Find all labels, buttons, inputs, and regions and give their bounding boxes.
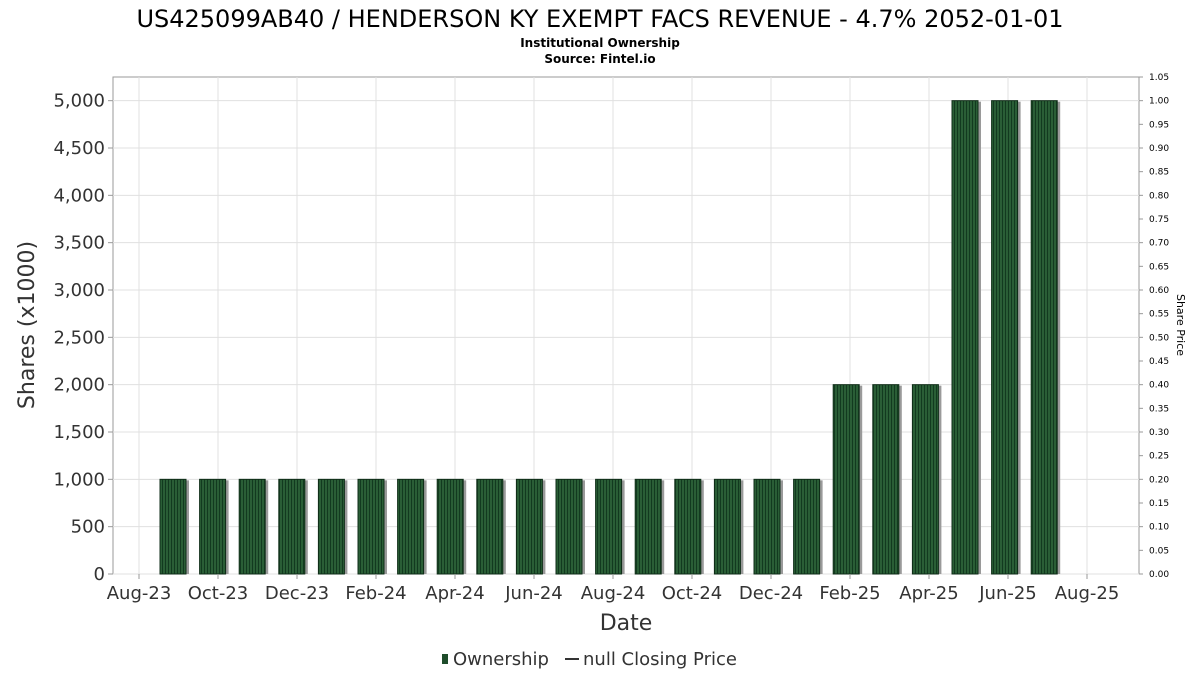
x-tick-label: Jun-25 (978, 583, 1037, 604)
y2-tick-label: 0.40 (1149, 381, 1169, 391)
ownership-bar (713, 478, 741, 575)
ownership-bar (397, 478, 425, 575)
chart-subtitle: Institutional Ownership (520, 36, 680, 50)
ownership-bar (793, 478, 821, 575)
y2-tick-label: 0.70 (1149, 239, 1169, 249)
ownership-bar (278, 478, 306, 575)
y2-tick-label: 0.10 (1149, 523, 1169, 533)
ownership-bar (317, 478, 345, 575)
ownership-bar (1030, 100, 1058, 575)
bars (159, 100, 1061, 575)
y2-tick-label: 0.90 (1149, 144, 1169, 154)
y2-tick-label: 0.00 (1149, 570, 1169, 580)
x-tick-label: Jun-24 (504, 583, 563, 604)
y2-tick-label: 0.30 (1149, 428, 1169, 438)
x-tick-label: Aug-25 (1055, 583, 1120, 604)
x-tick-label: Dec-24 (739, 583, 803, 604)
x-tick-label: Dec-23 (265, 583, 329, 604)
y2-tick-label: 0.80 (1149, 191, 1169, 201)
ownership-bar (991, 100, 1019, 575)
x-tick-label: Apr-24 (425, 583, 484, 604)
ownership-bar (832, 384, 860, 575)
y-axis-title: Shares (x1000) (15, 241, 40, 409)
chart-source: Source: Fintel.io (544, 52, 655, 66)
x-tick-label: Apr-25 (899, 583, 958, 604)
y2-axis-ticks: 0.00 0.05 0.10 0.15 0.20 0.25 0.30 0.35 0.40 0.45… (1139, 73, 1169, 580)
ownership-bar (872, 384, 900, 575)
x-tick-label: Oct-23 (188, 583, 249, 604)
chart-title: US425099AB40 / HENDERSON KY EXEMPT FACS … (136, 5, 1063, 33)
ownership-bar (238, 478, 266, 575)
ownership-bar (674, 478, 702, 575)
x-tick-label: Oct-24 (662, 583, 723, 604)
x-axis-title: Date (600, 611, 653, 636)
y2-tick-label: 0.50 (1149, 333, 1169, 343)
y2-axis-title: Share Price (1174, 294, 1187, 356)
legend: Ownership null Closing Price (442, 649, 737, 670)
ownership-bar (555, 478, 583, 575)
y-tick-label: 4,500 (53, 138, 105, 159)
y-tick-label: 500 (71, 517, 105, 538)
x-tick-label: Feb-24 (345, 583, 406, 604)
legend-ownership-label: Ownership (453, 649, 549, 670)
ownership-bar (159, 478, 187, 575)
y2-tick-label: 0.60 (1149, 286, 1169, 296)
y-tick-label: 1,500 (53, 422, 105, 443)
y-tick-label: 4,000 (53, 185, 105, 206)
ownership-bar (911, 384, 939, 575)
ownership-bar (753, 478, 781, 575)
ownership-bar (476, 478, 504, 575)
y2-tick-label: 0.15 (1149, 499, 1169, 509)
y2-tick-label: 0.20 (1149, 475, 1169, 485)
y2-tick-label: 0.05 (1149, 546, 1169, 556)
y-tick-label: 1,000 (53, 469, 105, 490)
ownership-bar (595, 478, 623, 575)
legend-price-label: null Closing Price (583, 649, 737, 670)
legend-ownership-swatch (442, 654, 448, 664)
y-tick-label: 3,500 (53, 233, 105, 254)
ownership-bar (199, 478, 227, 575)
y2-tick-label: 0.35 (1149, 404, 1169, 414)
ownership-bar (951, 100, 979, 575)
y2-tick-label: 0.75 (1149, 215, 1169, 225)
y2-tick-label: 0.95 (1149, 120, 1169, 130)
y-tick-label: 3,000 (53, 280, 105, 301)
ownership-bar (515, 478, 543, 575)
y2-tick-label: 0.65 (1149, 262, 1169, 272)
x-tick-label: Aug-24 (581, 583, 646, 604)
y-tick-label: 0 (94, 564, 105, 585)
y-tick-label: 5,000 (53, 91, 105, 112)
y2-tick-label: 1.00 (1149, 97, 1169, 107)
y2-tick-label: 0.45 (1149, 357, 1169, 367)
ownership-bar (436, 478, 464, 575)
ownership-bar (357, 478, 385, 575)
y-axis-ticks: 0 500 1,000 1,500 2,000 2,500 3,000 3,500 4,000 4… (53, 91, 113, 585)
y-tick-label: 2,000 (53, 375, 105, 396)
x-axis-ticks: Aug-23 Oct-23 Dec-23 Feb-24 Apr-24 Jun-24 Aug-… (107, 574, 1120, 604)
x-tick-label: Feb-25 (819, 583, 880, 604)
y2-tick-label: 1.05 (1149, 73, 1169, 83)
y2-tick-label: 0.55 (1149, 310, 1169, 320)
y2-tick-label: 0.85 (1149, 168, 1169, 178)
y2-tick-label: 0.25 (1149, 452, 1169, 462)
y-tick-label: 2,500 (53, 327, 105, 348)
x-tick-label: Aug-23 (107, 583, 172, 604)
ownership-bar (634, 478, 662, 575)
